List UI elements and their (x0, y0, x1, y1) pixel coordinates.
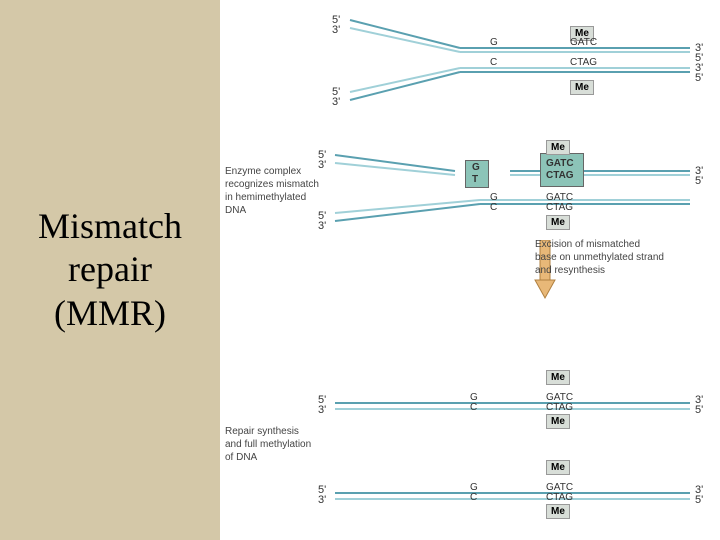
title-panel: Mismatch repair (MMR) (0, 0, 220, 540)
base-gatc: GATC (546, 158, 574, 169)
fork-svg (220, 0, 720, 130)
end-label: 3' (318, 404, 326, 416)
base-c: C (490, 57, 497, 68)
base-c: C (470, 402, 477, 413)
base-ctag: CTAG (546, 402, 573, 413)
base-gatc: GATC (570, 37, 597, 48)
base-g: G (472, 162, 480, 173)
base-g: G (490, 37, 498, 48)
caption-step2: Enzyme complex recognizes mismatch in he… (225, 165, 319, 217)
end-label: 5' (695, 175, 703, 187)
end-label: 3' (318, 159, 326, 171)
me-badge: Me (546, 140, 570, 155)
base-ctag: CTAG (570, 57, 597, 68)
end-label: 5' (695, 494, 703, 506)
end-label: 3' (332, 24, 340, 36)
base-ctag: CTAG (546, 202, 573, 213)
me-badge: Me (546, 414, 570, 429)
me-badge: Me (546, 504, 570, 519)
end-label: 3' (332, 96, 340, 108)
base-ctag: CTAG (546, 170, 574, 181)
page-title: Mismatch repair (MMR) (38, 205, 182, 335)
me-badge: Me (570, 80, 594, 95)
title-line-3: (MMR) (54, 293, 166, 333)
base-c: C (490, 202, 497, 213)
me-badge: Me (546, 215, 570, 230)
end-label: 3' (318, 220, 326, 232)
end-label: 5' (695, 72, 703, 84)
end-label: 5' (695, 404, 703, 416)
caption-step3: Excision of mismatched base on unmethyla… (535, 238, 685, 277)
base-t: T (472, 174, 478, 185)
me-badge: Me (546, 370, 570, 385)
title-line-1: Mismatch (38, 206, 182, 246)
me-badge: Me (546, 460, 570, 475)
caption-step4: Repair synthesis and full methylation of… (225, 425, 311, 464)
mmr-diagram: 5' 3' 5' 3' 3' 5' 3' 5' Me Me G GATC C C… (220, 0, 720, 540)
base-ctag: CTAG (546, 492, 573, 503)
base-c: C (470, 492, 477, 503)
end-label: 3' (318, 494, 326, 506)
title-line-2: repair (68, 249, 152, 289)
